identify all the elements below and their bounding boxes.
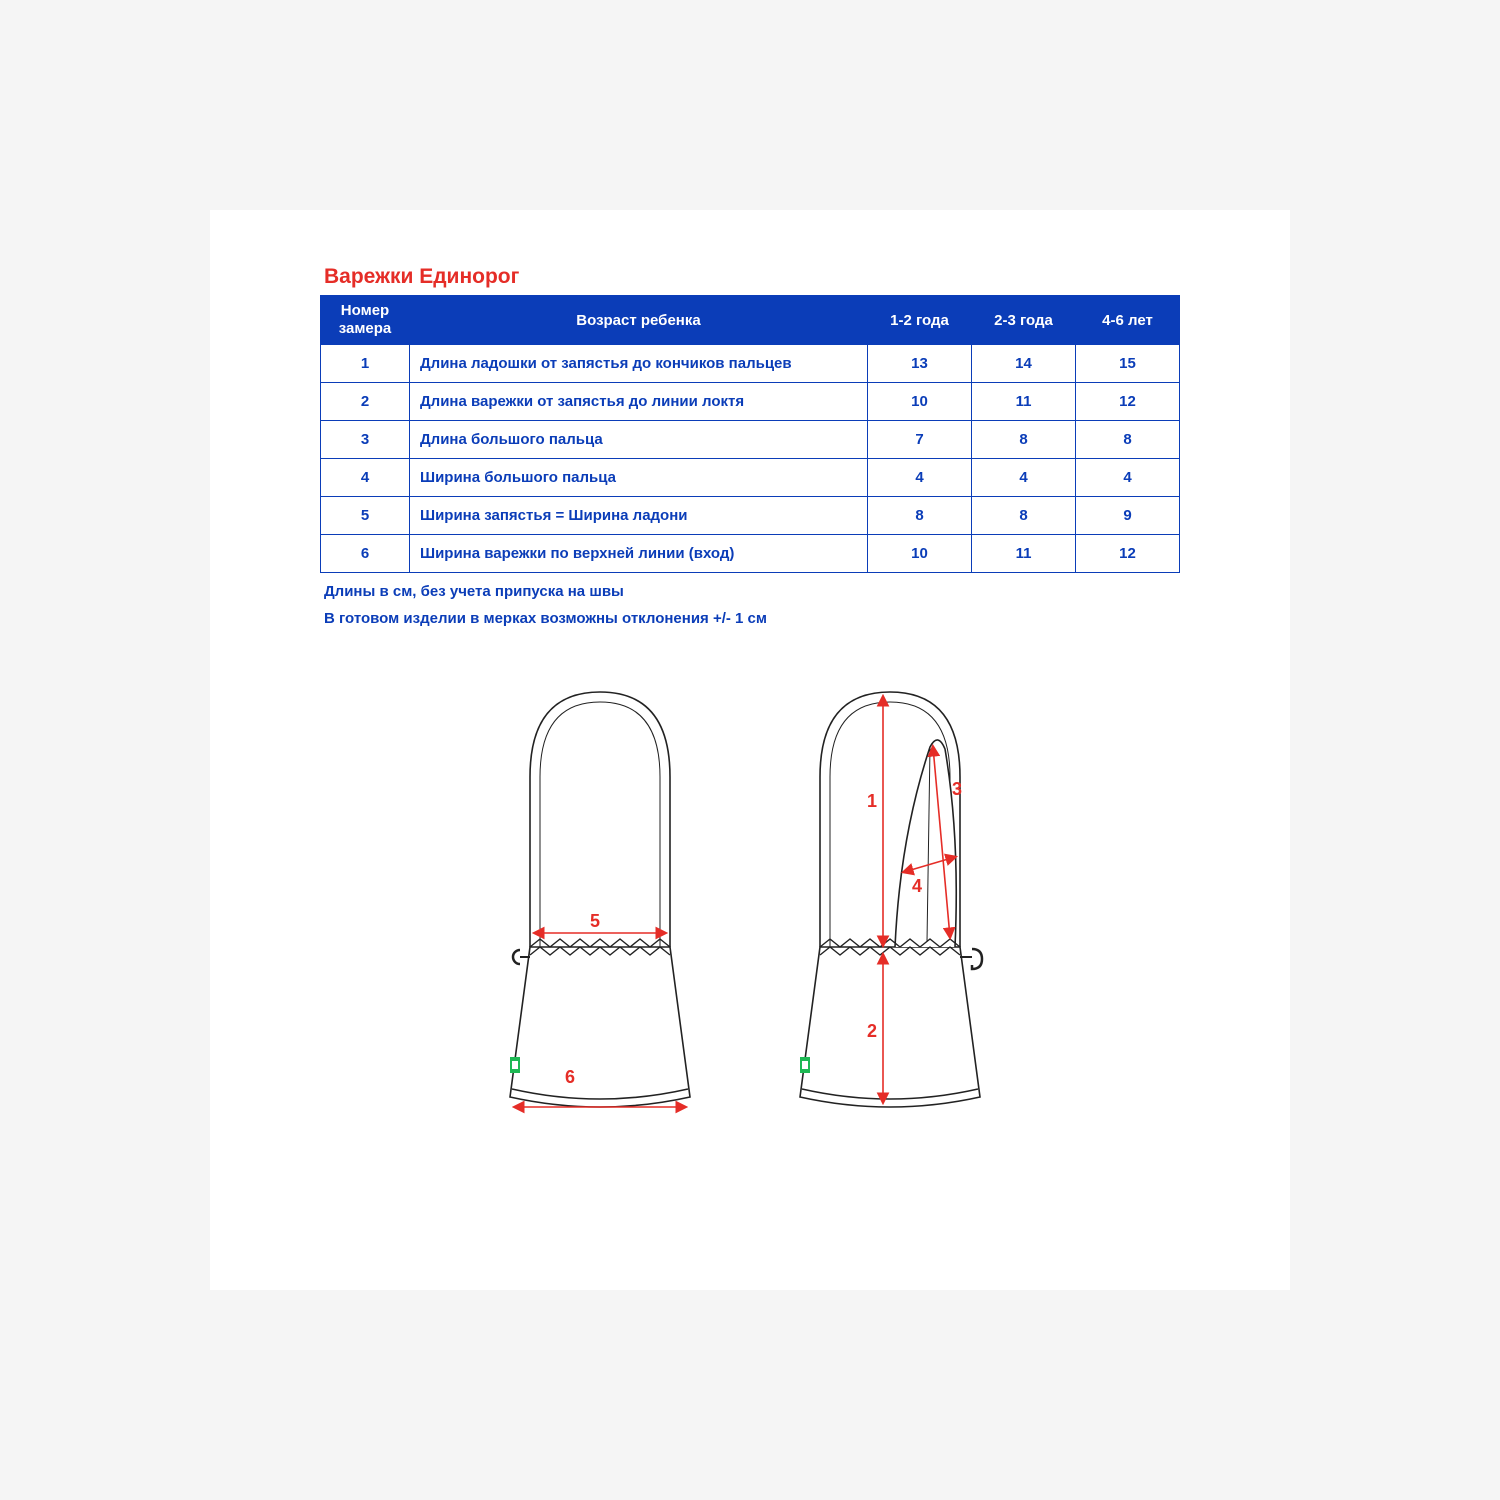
table-header-row: Номер замера Возраст ребенка 1-2 года 2-… <box>321 296 1180 345</box>
row-desc: Ширина варежки по верхней линии (вход) <box>410 535 868 573</box>
row-val: 9 <box>1076 497 1180 535</box>
mitten-palm: 1 2 3 4 <box>800 692 982 1107</box>
row-num: 5 <box>321 497 410 535</box>
row-val: 8 <box>1076 421 1180 459</box>
size-table: Номер замера Возраст ребенка 1-2 года 2-… <box>320 295 1180 573</box>
mitten-svg: 5 6 <box>400 667 1100 1147</box>
row-val: 10 <box>868 383 972 421</box>
header-age-2-3: 2-3 года <box>972 296 1076 345</box>
mitten-back: 5 6 <box>510 692 690 1107</box>
table-body: 1 Длина ладошки от запястья до кончиков … <box>321 345 1180 573</box>
measure-label-6: 6 <box>565 1067 575 1087</box>
row-val: 8 <box>972 421 1076 459</box>
row-val: 4 <box>972 459 1076 497</box>
row-val: 13 <box>868 345 972 383</box>
row-num: 4 <box>321 459 410 497</box>
note-tolerance: В готовом изделии в мерках возможны откл… <box>324 610 1180 627</box>
table-row: 1 Длина ладошки от запястья до кончиков … <box>321 345 1180 383</box>
row-val: 12 <box>1076 535 1180 573</box>
row-desc: Длина варежки от запястья до линии локтя <box>410 383 868 421</box>
header-age: Возраст ребенка <box>410 296 868 345</box>
table-row: 3 Длина большого пальца 7 8 8 <box>321 421 1180 459</box>
table-row: 4 Ширина большого пальца 4 4 4 <box>321 459 1180 497</box>
table-row: 2 Длина варежки от запястья до линии лок… <box>321 383 1180 421</box>
row-val: 10 <box>868 535 972 573</box>
row-val: 7 <box>868 421 972 459</box>
row-val: 8 <box>868 497 972 535</box>
size-chart-page: Варежки Единорог Номер замера Возраст ре… <box>210 210 1290 1290</box>
note-units: Длины в см, без учета припуска на швы <box>324 583 1180 600</box>
measure-label-3: 3 <box>952 779 962 799</box>
row-desc: Длина большого пальца <box>410 421 868 459</box>
row-val: 4 <box>1076 459 1180 497</box>
header-age-1-2: 1-2 года <box>868 296 972 345</box>
row-desc: Ширина большого пальца <box>410 459 868 497</box>
row-val: 11 <box>972 383 1076 421</box>
header-text: замера <box>339 320 392 337</box>
row-val: 15 <box>1076 345 1180 383</box>
row-val: 11 <box>972 535 1076 573</box>
row-val: 4 <box>868 459 972 497</box>
header-text: Номер <box>341 302 389 319</box>
row-desc: Длина ладошки от запястья до кончиков па… <box>410 345 868 383</box>
table-row: 6 Ширина варежки по верхней линии (вход)… <box>321 535 1180 573</box>
row-desc: Ширина запястья = Ширина ладони <box>410 497 868 535</box>
row-val: 14 <box>972 345 1076 383</box>
mitten-diagram: 5 6 <box>320 667 1180 1147</box>
measure-label-4: 4 <box>912 876 922 896</box>
measure-label-2: 2 <box>867 1021 877 1041</box>
measure-label-1: 1 <box>867 791 877 811</box>
measure-label-5: 5 <box>590 911 600 931</box>
row-val: 8 <box>972 497 1076 535</box>
table-row: 5 Ширина запястья = Ширина ладони 8 8 9 <box>321 497 1180 535</box>
row-num: 2 <box>321 383 410 421</box>
row-num: 6 <box>321 535 410 573</box>
row-val: 12 <box>1076 383 1180 421</box>
page-title: Варежки Единорог <box>324 265 1180 289</box>
row-num: 3 <box>321 421 410 459</box>
header-age-4-6: 4-6 лет <box>1076 296 1180 345</box>
row-num: 1 <box>321 345 410 383</box>
header-measure-number: Номер замера <box>321 296 410 345</box>
